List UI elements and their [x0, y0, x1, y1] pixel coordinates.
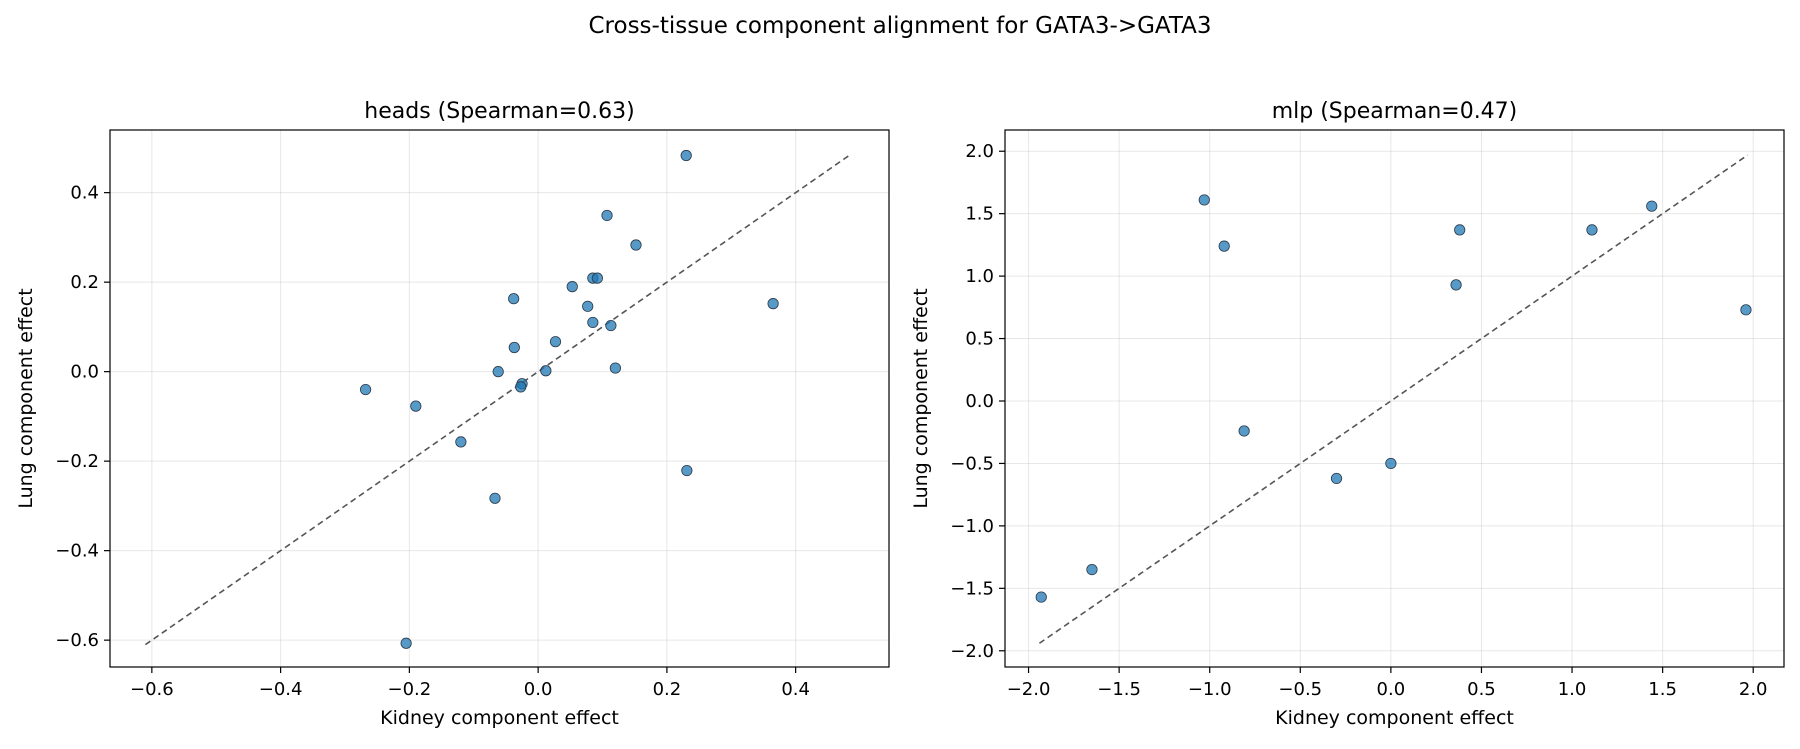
- mlp-y-tick-label: 1.5: [965, 204, 994, 225]
- mlp-x-tick-label: 2.0: [1739, 679, 1768, 700]
- heads-scatter-point: [767, 298, 779, 310]
- heads-scatter-point: [410, 400, 422, 412]
- mlp-scatter-point: [1198, 194, 1210, 206]
- heads-x-axis-label: Kidney component effect: [380, 707, 619, 729]
- heads-scatter-point: [591, 272, 603, 284]
- mlp-scatter-panel: −2.0 −1.5 −1.0 −0.5 0.0 0.5 1.0 1.5 2.0 −2.0 −1.5 −…: [910, 99, 1785, 729]
- mlp-scatter-point: [1450, 279, 1462, 291]
- heads-scatter-point: [630, 239, 642, 251]
- heads-panel-title: heads (Spearman=0.63): [364, 99, 634, 124]
- heads-scatter-point: [508, 341, 520, 354]
- figure-suptitle: Cross-tissue component alignment for GAT…: [588, 13, 1211, 39]
- heads-scatter-point: [492, 366, 504, 378]
- mlp-x-tick-label: −0.5: [1278, 679, 1322, 700]
- heads-x-tick-label: −0.2: [388, 679, 432, 700]
- heads-scatter-point: [540, 365, 552, 377]
- mlp-y-tick-label: −1.5: [950, 578, 994, 599]
- mlp-x-tick-label: −1.0: [1188, 679, 1232, 700]
- heads-x-tick-label: −0.4: [259, 679, 303, 700]
- heads-scatter-point: [359, 383, 372, 396]
- heads-scatter-point: [455, 436, 467, 448]
- mlp-x-tick-label: −2.0: [1007, 679, 1051, 700]
- heads-x-tick-label: 0.2: [653, 679, 682, 700]
- mlp-scatter-point: [1646, 200, 1658, 212]
- heads-y-tick-label: −0.6: [55, 630, 99, 651]
- heads-scatter-point: [681, 464, 693, 477]
- mlp-x-axis-label: Kidney component effect: [1275, 707, 1514, 729]
- mlp-y-tick-label: −0.5: [950, 453, 994, 474]
- mlp-scatter-point: [1330, 472, 1343, 485]
- heads-y-tick-label: 0.0: [70, 362, 99, 383]
- mlp-x-tick-label: 0.0: [1377, 679, 1406, 700]
- mlp-y-tick-label: 0.5: [965, 329, 994, 350]
- heads-y-tick-label: −0.4: [55, 541, 99, 562]
- mlp-scatter-point: [1086, 563, 1098, 576]
- mlp-y-tick-label: 0.0: [965, 391, 994, 412]
- heads-scatter-point: [609, 362, 621, 374]
- mlp-axes-frame: [1004, 129, 1785, 668]
- heads-y-tick-label: 0.2: [70, 272, 99, 293]
- heads-scatter-point: [605, 319, 617, 332]
- mlp-scatter-point: [1238, 425, 1250, 437]
- heads-x-tick-label: 0.4: [781, 679, 810, 700]
- heads-scatter-point: [489, 492, 501, 504]
- heads-y-axis-label: Lung component effect: [15, 288, 37, 508]
- heads-scatter-point: [508, 293, 520, 305]
- mlp-x-tick-label: −1.5: [1097, 679, 1141, 700]
- mlp-scatter-point: [1385, 457, 1397, 470]
- mlp-x-tick-label: 1.5: [1648, 679, 1677, 700]
- heads-scatter-panel: −0.6 −0.4 −0.2 0.0 0.2 0.4 −0.6 −0.4 −0.2 0.0 0.2 0…: [15, 99, 890, 729]
- mlp-scatter-point: [1586, 224, 1598, 236]
- heads-scatter-point: [515, 381, 527, 393]
- mlp-x-tick-label: 0.5: [1467, 679, 1496, 700]
- heads-scatter-point: [582, 300, 594, 312]
- heads-axes-frame: [109, 129, 890, 668]
- mlp-y-tick-label: −2.0: [950, 641, 994, 662]
- mlp-scatter-point: [1740, 304, 1752, 316]
- mlp-y-axis-label: Lung component effect: [910, 288, 932, 508]
- heads-x-tick-label: 0.0: [524, 679, 553, 700]
- mlp-scatter-point: [1454, 224, 1466, 236]
- mlp-scatter-point: [1035, 591, 1047, 603]
- mlp-x-tick-label: 1.0: [1558, 679, 1587, 700]
- mlp-scatter-point: [1218, 240, 1230, 252]
- heads-scatter-point: [566, 281, 578, 293]
- heads-scatter-point: [549, 336, 562, 348]
- heads-scatter-point: [400, 637, 412, 649]
- heads-x-tick-label: −0.6: [130, 679, 174, 700]
- heads-identity-line: [144, 153, 851, 646]
- heads-y-tick-label: 0.4: [70, 183, 99, 204]
- mlp-y-tick-label: −1.0: [950, 516, 994, 537]
- heads-scatter-point: [680, 149, 692, 162]
- mlp-y-tick-label: 2.0: [965, 141, 994, 162]
- heads-y-tick-label: −0.2: [55, 451, 99, 472]
- mlp-panel-title: mlp (Spearman=0.47): [1272, 99, 1518, 124]
- heads-scatter-point: [601, 209, 613, 222]
- mlp-identity-line: [1038, 154, 1749, 644]
- mlp-y-tick-label: 1.0: [965, 266, 994, 287]
- heads-scatter-point: [587, 316, 599, 329]
